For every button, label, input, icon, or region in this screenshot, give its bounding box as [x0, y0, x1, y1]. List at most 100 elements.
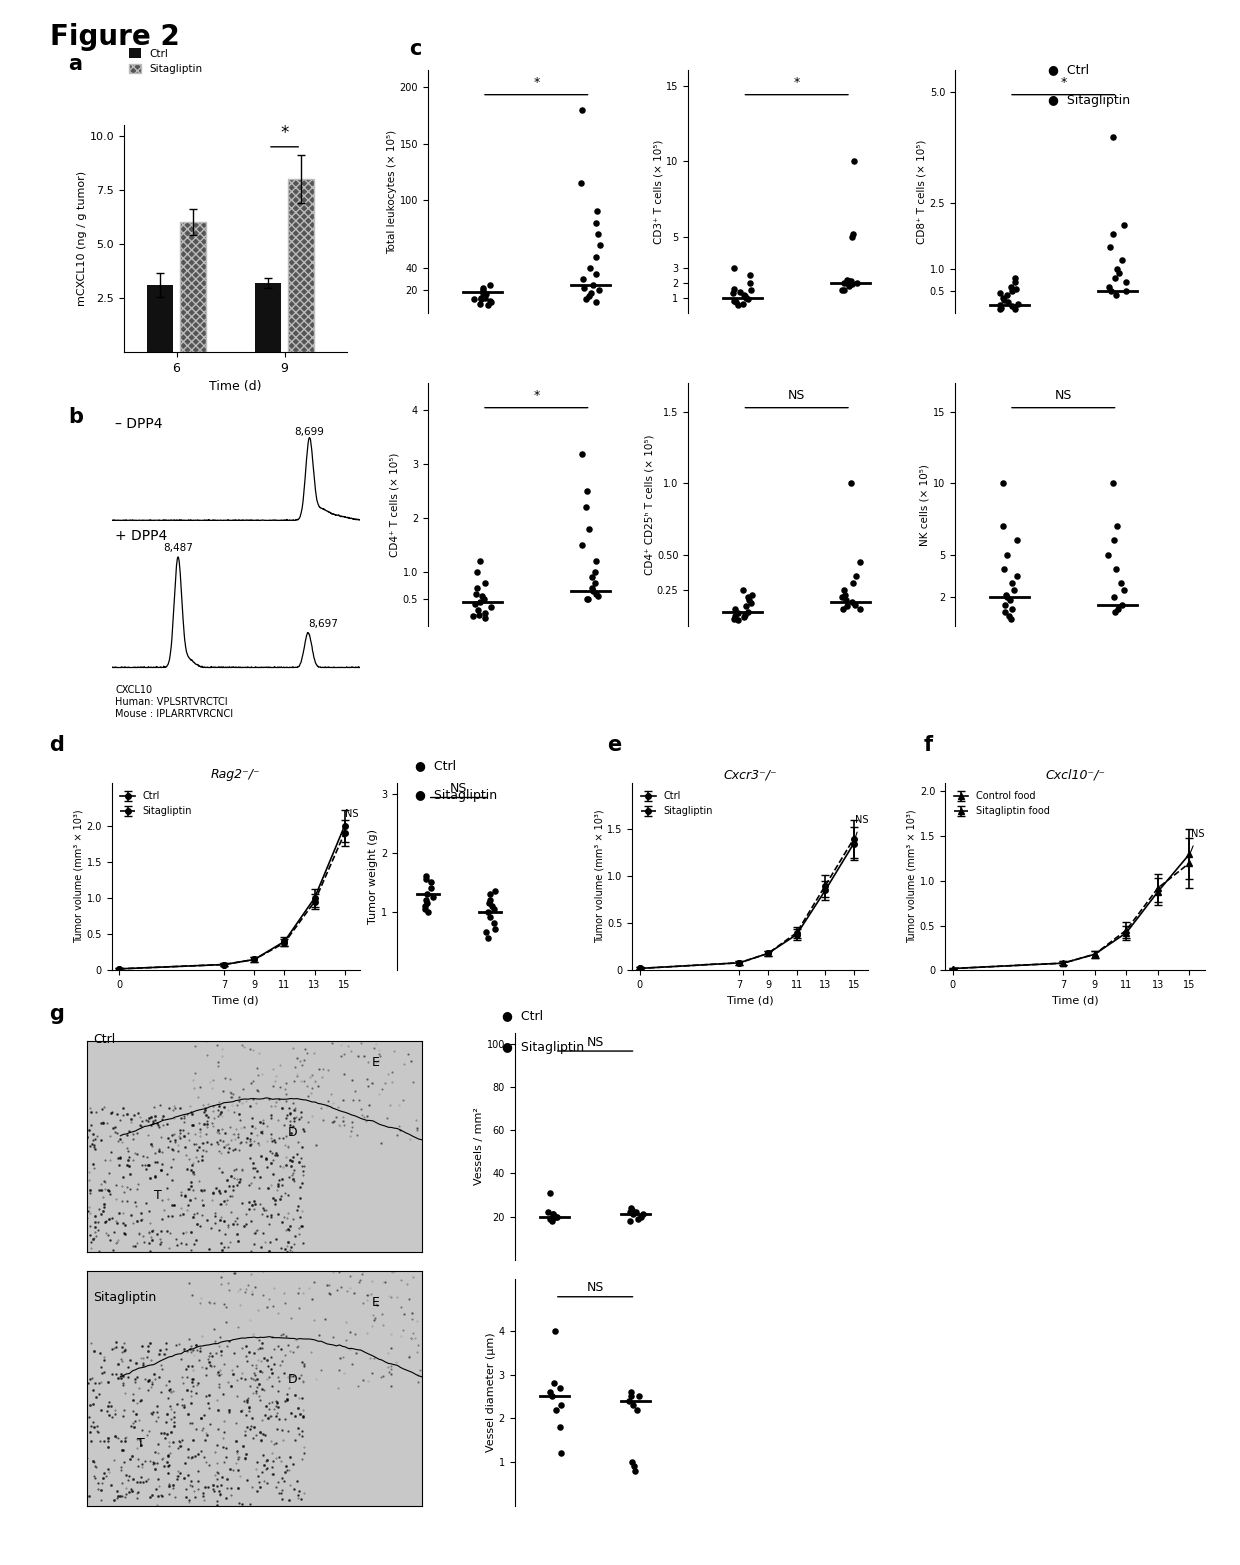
Point: [1116, 279, 1136, 304]
Point: [632, 1202, 652, 1227]
Text: d: d: [50, 736, 64, 756]
Text: c: c: [409, 39, 422, 59]
Point: [733, 577, 753, 603]
Point: [835, 582, 854, 607]
Point: [997, 541, 1017, 567]
Text: T: T: [154, 1189, 161, 1202]
Point: [420, 875, 440, 900]
Point: [728, 607, 748, 632]
Point: [485, 911, 505, 936]
Point: [836, 588, 856, 613]
Point: [415, 894, 435, 919]
Point: [629, 1207, 649, 1232]
Point: [541, 1207, 560, 1232]
Bar: [255, 283, 281, 352]
Y-axis label: CD8⁺ T cells (× 10⁵): CD8⁺ T cells (× 10⁵): [916, 139, 926, 244]
Y-axis label: Tumor volume (mm³ × 10³): Tumor volume (mm³ × 10³): [73, 809, 84, 944]
Text: D: D: [288, 1125, 298, 1139]
Point: [1115, 577, 1135, 603]
Text: D: D: [288, 1374, 298, 1387]
Point: [999, 588, 1019, 613]
Point: [624, 1454, 644, 1479]
Legend: Ctrl, Sitagliptin: Ctrl, Sitagliptin: [125, 44, 207, 78]
Point: [551, 1393, 570, 1418]
Y-axis label: CD3⁺ T cells (× 10⁵): CD3⁺ T cells (× 10⁵): [653, 139, 663, 244]
Point: [847, 271, 867, 296]
Point: [417, 887, 436, 912]
Point: [479, 925, 498, 950]
Point: [465, 592, 485, 617]
Point: [1008, 291, 1028, 316]
Point: [479, 890, 498, 916]
Point: [622, 1449, 642, 1474]
Point: [999, 604, 1019, 629]
Point: [1007, 563, 1027, 588]
Point: [994, 288, 1014, 313]
Point: [415, 867, 435, 892]
Text: NS: NS: [856, 815, 869, 825]
Point: [542, 1207, 562, 1232]
Point: [841, 471, 861, 496]
Point: [587, 261, 606, 286]
Point: [469, 603, 489, 628]
Point: [625, 1459, 645, 1484]
Y-axis label: CD4⁺ CD25ʰ T cells (× 10⁵): CD4⁺ CD25ʰ T cells (× 10⁵): [644, 435, 653, 574]
Text: NS: NS: [587, 1282, 604, 1294]
Point: [423, 884, 443, 909]
Point: [729, 293, 749, 318]
Point: [1104, 471, 1123, 496]
Point: [849, 549, 869, 574]
Legend: Control food, Sitagliptin food: Control food, Sitagliptin food: [950, 787, 1054, 820]
Point: [738, 286, 758, 311]
Point: [579, 516, 599, 541]
Point: [734, 282, 754, 307]
Point: [620, 1200, 640, 1225]
Point: [485, 917, 505, 942]
Point: [626, 1200, 646, 1225]
Point: [481, 595, 501, 620]
Point: [543, 1202, 563, 1227]
Point: [998, 290, 1018, 315]
Point: [589, 279, 609, 304]
Point: [724, 288, 744, 313]
Point: [739, 588, 759, 613]
Point: [1105, 264, 1125, 290]
Point: [1111, 571, 1131, 596]
Y-axis label: mCXCL10 (ng / g tumor): mCXCL10 (ng / g tumor): [77, 171, 87, 307]
Y-axis label: Tumor weight (g): Tumor weight (g): [368, 829, 378, 923]
Point: [475, 599, 495, 624]
Text: + DPP4: + DPP4: [115, 529, 167, 543]
Point: [481, 905, 501, 930]
Point: [835, 271, 854, 296]
Point: [832, 277, 852, 302]
Text: – DPP4: – DPP4: [115, 416, 162, 430]
Title: Cxcl10⁻/⁻: Cxcl10⁻/⁻: [1045, 768, 1105, 781]
Text: *: *: [280, 125, 289, 142]
Point: [837, 593, 857, 618]
Point: [1107, 513, 1127, 538]
Text: *: *: [794, 75, 800, 89]
Y-axis label: Tumor volume (mm³ × 10³): Tumor volume (mm³ × 10³): [594, 809, 605, 944]
Point: [1106, 283, 1126, 308]
Point: [727, 290, 746, 315]
Point: [723, 280, 743, 305]
Point: [993, 557, 1013, 582]
Point: [724, 596, 744, 621]
Point: [470, 291, 490, 316]
Point: [588, 584, 608, 609]
Text: ●  Sitagliptin: ● Sitagliptin: [415, 789, 497, 801]
Point: [417, 890, 436, 916]
Point: [1006, 264, 1025, 290]
Point: [587, 581, 606, 606]
Point: [997, 283, 1017, 308]
Point: [577, 495, 596, 520]
Point: [844, 592, 864, 617]
Text: ●  Sitagliptin: ● Sitagliptin: [1048, 94, 1130, 106]
Text: ●  Ctrl: ● Ctrl: [502, 1009, 543, 1022]
X-axis label: Time (d): Time (d): [212, 995, 259, 1006]
Point: [582, 565, 601, 590]
Point: [480, 881, 500, 906]
Text: a: a: [68, 55, 82, 75]
Point: [621, 1383, 641, 1408]
Point: [1105, 527, 1125, 552]
